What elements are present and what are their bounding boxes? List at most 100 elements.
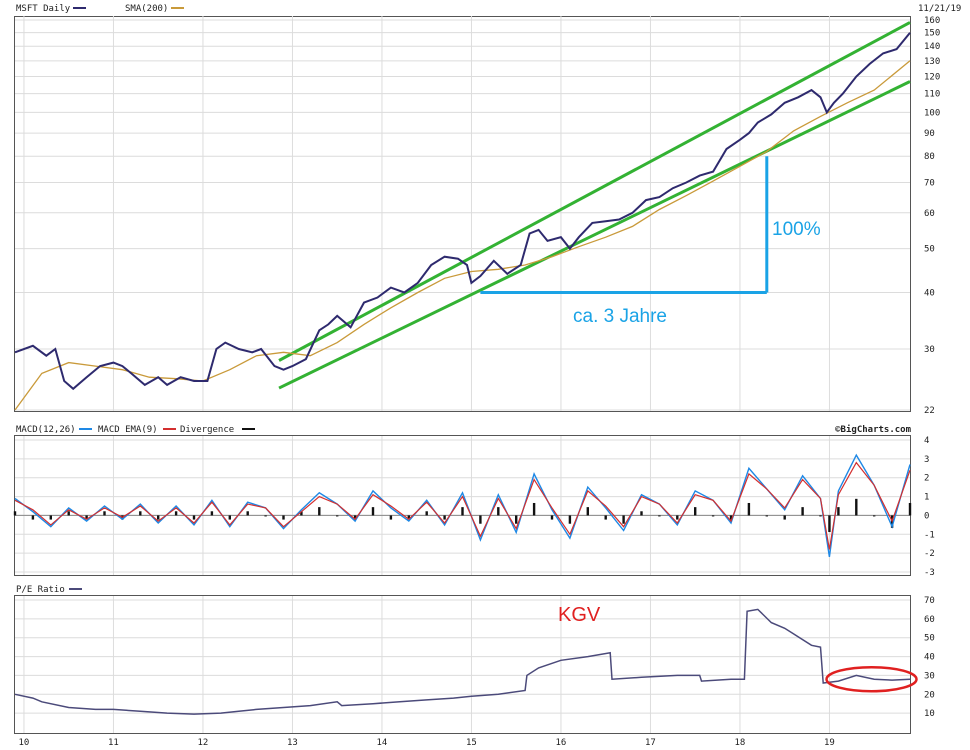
macd-divergence-bar [389,515,393,520]
macd-divergence-bar [801,507,804,516]
x-tick-label: 19 [824,738,835,748]
macd-divergence-bar [192,515,196,520]
channel-lower-line [278,80,911,390]
x-tick-label: 13 [287,738,298,748]
price-y-tick-label: 22 [924,406,935,416]
macd-y-tick-label: 0 [924,511,929,521]
macd-divergence-bar [819,515,822,517]
macd-divergence-bar [282,515,285,520]
macd-divergence-bar [515,515,518,524]
macd-divergence-bar [586,507,589,516]
msft-price-line [14,32,911,391]
bigcharts-credit: ©BigCharts.com [835,424,911,435]
price-y-tick-label: 140 [924,42,940,52]
macd-divergence-bar [336,515,339,517]
macd-y-tick-label: 1 [924,493,929,503]
macd-divergence-bar [85,515,88,520]
pe-y-tick-label: 50 [924,634,935,644]
macd-divergence-bar [640,511,643,516]
macd-divergence-bar [532,502,536,516]
macd-divergence-bar [13,511,17,516]
x-tick-label: 11 [108,738,119,748]
macd-divergence-bar [676,515,679,520]
x-tick-label: 15 [466,738,477,748]
macd-divergence-bar [837,507,840,516]
annotation-3-years: ca. 3 Jahre [573,306,667,327]
macd-divergence-bar [353,515,357,520]
tick-layer: 10 11 12 13 14 15 16 17 18 1922304050607080901001… [19,16,941,748]
macd-divergence-bar [407,515,410,520]
price-y-tick-label: 100 [924,108,940,118]
macd-divergence-bar [157,515,160,520]
macd-divergence-bar [604,515,607,520]
pe-ratio-line [14,608,911,715]
macd-y-tick-label: -2 [924,549,935,559]
macd-divergence-bar [228,515,231,520]
price-y-tick-label: 90 [924,129,935,139]
macd-divergence-bar [622,515,625,524]
pe-y-tick-label: 60 [924,615,935,625]
price-y-tick-label: 30 [924,345,935,355]
price-y-tick-label: 40 [924,288,935,298]
macd-divergence-bar [711,515,715,517]
pe-highlight-ellipse [825,665,918,693]
macd-divergence-bar [461,507,464,516]
macd-divergence-bar [371,507,375,516]
macd-y-tick-label: 4 [924,436,929,446]
macd-divergence-bar [855,498,858,516]
x-tick-label: 10 [19,738,30,748]
macd-divergence-bar [318,507,321,516]
price-y-tick-label: 110 [924,90,940,100]
macd-divergence-bar [139,511,142,516]
price-legend-msft: MSFT Daily [16,4,71,14]
macd-divergence-bar [765,515,768,517]
price-panel [14,16,911,412]
macd-panel [14,435,911,576]
pe-y-tick-label: 20 [924,690,935,700]
pe-y-tick-label: 40 [924,653,935,663]
macd-divergence-bar [783,515,786,520]
macd-divergence-bar [246,511,249,516]
macd-divergence-bar [747,502,751,516]
series-layer [13,21,918,715]
sma200-line [14,60,911,411]
annotation-100-percent: 100% [772,219,821,240]
macd-divergence-bar [49,515,52,520]
macd-divergence-bar [443,515,446,520]
x-tick-label: 17 [645,738,656,748]
macd-divergence-bar [67,511,70,516]
grid-layer [15,16,910,733]
macd-divergence-bar [210,511,214,516]
price-y-tick-label: 50 [924,245,935,255]
macd-divergence-bar [908,502,912,516]
x-tick-label: 18 [735,738,746,748]
macd-divergence-bar [568,515,572,524]
macd-divergence-bar [497,507,500,516]
macd-legend-macd: MACD(12,26) [16,425,76,435]
macd-y-tick-label: 3 [924,455,929,465]
pe-y-tick-label: 30 [924,671,935,681]
pe-legend: P/E Ratio [16,585,65,595]
x-tick-label: 14 [377,738,388,748]
price-y-tick-label: 80 [924,152,935,162]
price-date-label: 11/21/19 [918,4,961,14]
x-tick-label: 12 [198,738,209,748]
price-y-tick-label: 130 [924,57,940,67]
macd-divergence-bar [425,511,428,516]
macd-ema-line [14,461,911,550]
macd-divergence-bar [873,515,876,517]
macd-divergence-bar [174,511,178,516]
channel-upper-line [278,21,911,362]
macd-divergence-bar [31,515,35,520]
macd-divergence-bar [479,515,482,524]
macd-divergence-bar [103,511,106,516]
macd-y-tick-label: -1 [924,530,935,540]
price-y-tick-label: 150 [924,29,940,39]
pe-y-tick-label: 70 [924,596,935,606]
price-y-tick-label: 70 [924,178,935,188]
macd-divergence-bar [828,515,831,533]
price-legend-sma: SMA(200) [125,4,168,14]
macd-y-tick-label: -3 [924,568,935,578]
macd-legend-divergence: Divergence [180,425,234,435]
